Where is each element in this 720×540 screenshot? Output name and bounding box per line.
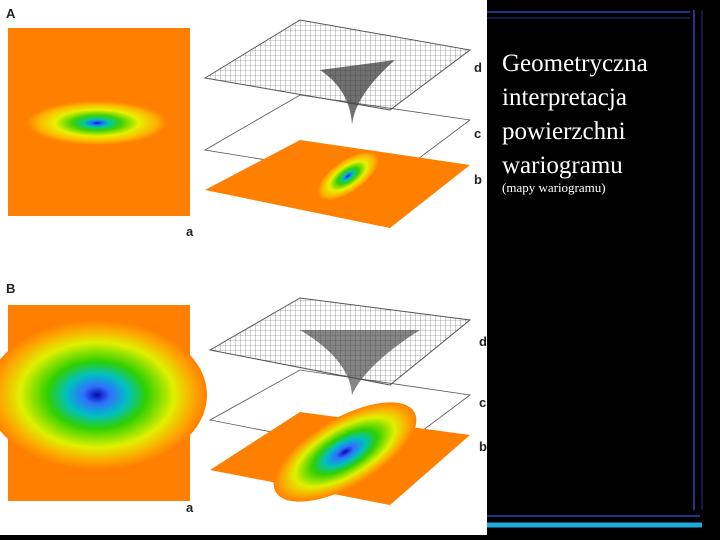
panel-label: B (6, 281, 15, 296)
axis-label: a (186, 500, 194, 515)
map-blob (317, 151, 379, 201)
axis-label: a (186, 224, 194, 239)
map-blob (273, 402, 417, 502)
layer-label: d (474, 60, 482, 75)
layer-label: c (479, 395, 486, 410)
title-line: powierzchni (502, 118, 626, 145)
decoration (487, 10, 703, 528)
layer-label: d (479, 334, 487, 349)
layer-label: b (479, 439, 487, 454)
layer-label: c (474, 126, 481, 141)
layer-label: b (474, 172, 482, 187)
title-line: Geometryczna (502, 50, 648, 77)
map-blob (0, 320, 207, 470)
surface-dip (300, 330, 420, 395)
title-line: interpretacja (502, 84, 627, 111)
title-line: wariogramu (502, 152, 623, 179)
surface-dip (320, 60, 395, 125)
subtitle: (mapy wariogramu) (502, 180, 606, 195)
map-blob (27, 101, 167, 145)
panel-label: A (6, 6, 16, 21)
